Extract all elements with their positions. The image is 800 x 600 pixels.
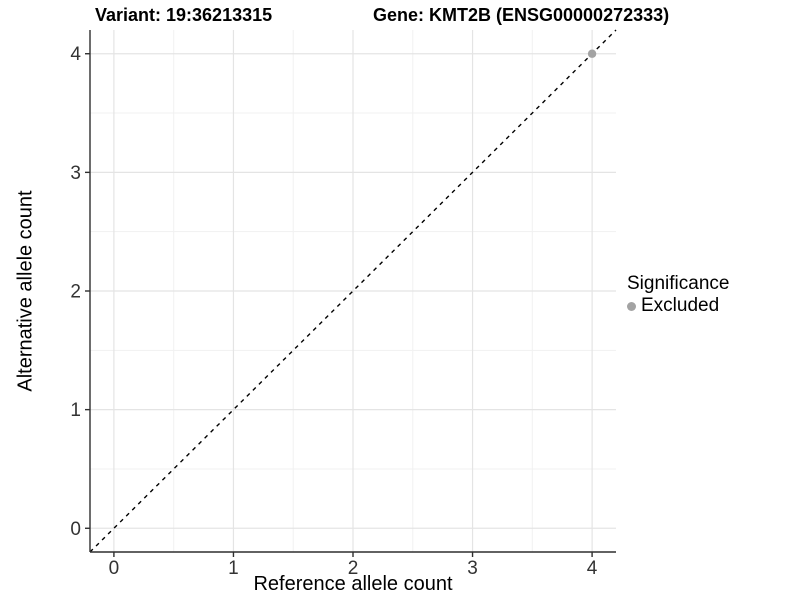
x-tick-label: 1: [228, 558, 239, 579]
x-tick-label: 3: [467, 558, 478, 579]
variant-title: Variant: 19:36213315: [95, 5, 273, 25]
gene-title: Gene: KMT2B (ENSG00000272333): [373, 5, 670, 25]
legend-label: Excluded: [641, 295, 720, 316]
y-tick-label: 0: [70, 519, 81, 540]
data-point: [587, 49, 597, 58]
x-tick-label: 2: [348, 558, 359, 579]
legend-title: Significance: [627, 273, 730, 294]
legend-item: Excluded: [627, 295, 729, 317]
x-tick-label: 4: [587, 558, 598, 579]
x-tick-label: 0: [109, 558, 120, 579]
y-axis-title: Alternative allele count: [14, 190, 37, 392]
x-axis-title: Reference allele count: [253, 573, 453, 595]
legend: Significance Excluded: [627, 272, 729, 317]
y-tick-label: 4: [70, 44, 81, 65]
y-tick-label: 2: [70, 282, 81, 303]
y-tick-label: 3: [70, 163, 81, 184]
excluded-point-icon: [627, 301, 636, 311]
y-tick-label: 1: [70, 400, 81, 421]
